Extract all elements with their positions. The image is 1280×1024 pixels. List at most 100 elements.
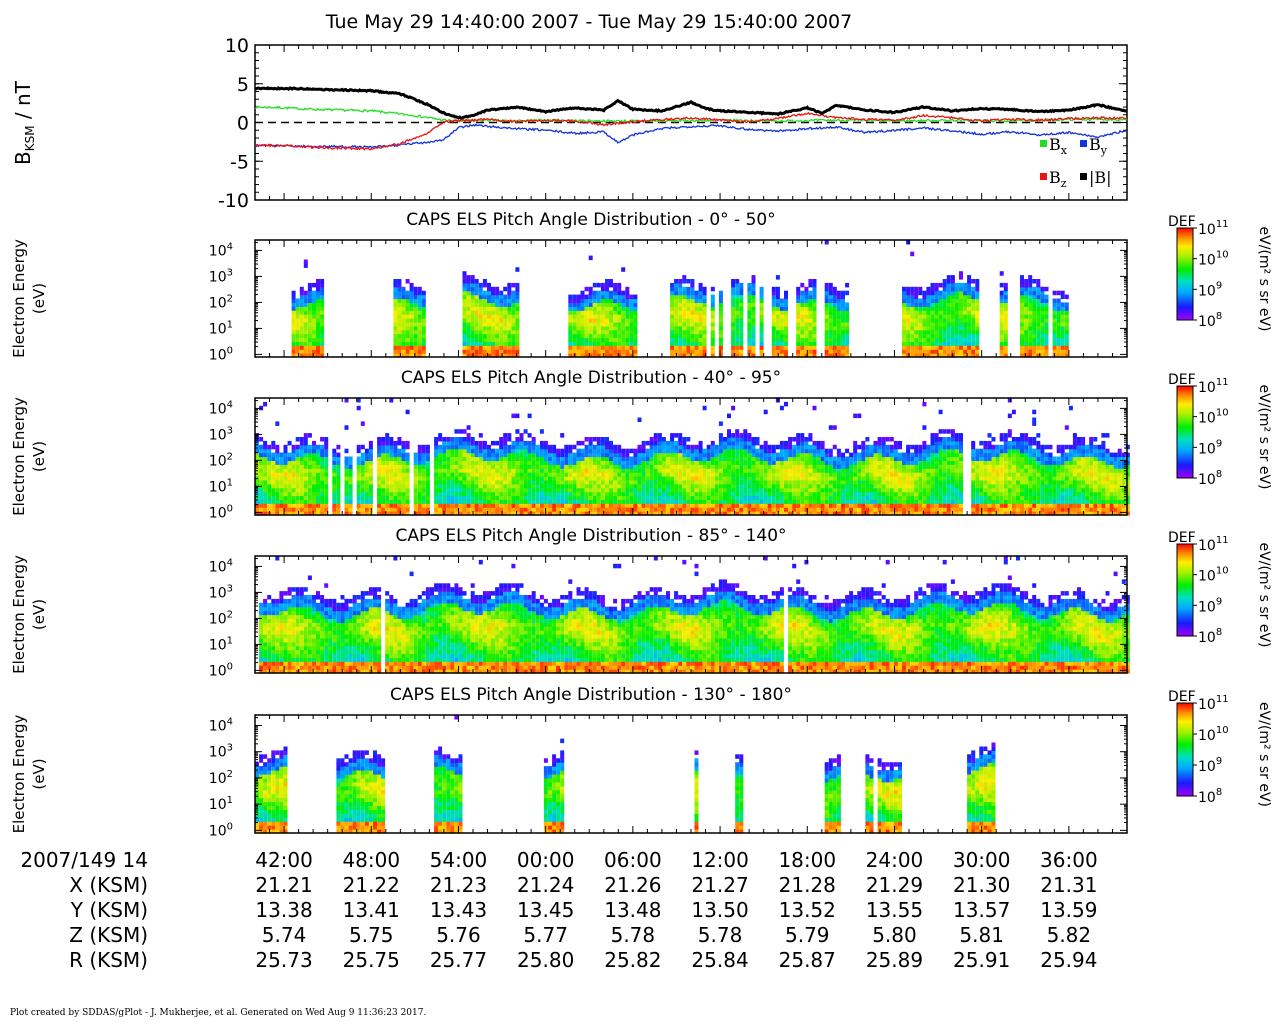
heatmap-cell	[1060, 333, 1065, 339]
heatmap-cell	[1020, 279, 1024, 284]
heatmap-cell	[592, 294, 597, 300]
heatmap-cell	[519, 440, 524, 446]
heatmap-cell	[812, 337, 817, 342]
heatmap-cell	[788, 491, 793, 497]
heatmap-cell	[621, 337, 626, 342]
heatmap-cell	[401, 333, 406, 339]
heatmap-cell	[275, 476, 280, 481]
heatmap-cell	[641, 483, 646, 489]
heatmap-cell	[385, 468, 390, 473]
heatmap-cell	[580, 318, 585, 323]
heatmap-cell	[291, 314, 296, 319]
heatmap-cell	[588, 437, 593, 442]
heatmap-cell	[572, 476, 577, 481]
heatmap-cell	[649, 487, 654, 493]
heatmap-cell	[466, 472, 471, 477]
heatmap-cell	[605, 444, 609, 450]
heatmap-cell	[763, 479, 768, 485]
heatmap-cell	[572, 507, 577, 512]
heatmap-cell	[625, 349, 630, 354]
heatmap-cell	[299, 472, 304, 477]
heatmap-cell	[718, 452, 723, 458]
heatmap-cell	[482, 448, 487, 454]
heatmap-cell	[759, 503, 764, 508]
heatmap-cell	[389, 491, 394, 497]
heatmap-cell	[324, 511, 329, 516]
heatmap-cell	[967, 318, 972, 323]
heatmap-cell	[804, 437, 809, 442]
heatmap-cell	[763, 448, 768, 454]
heatmap-cell	[727, 499, 731, 504]
heatmap-cell	[389, 472, 394, 477]
heatmap-cell	[413, 511, 418, 516]
heatmap-cell	[576, 479, 581, 485]
heatmap-cell	[291, 310, 296, 315]
heatmap-cell	[336, 476, 341, 481]
heatmap-cell	[605, 448, 609, 454]
heatmap-cell	[531, 499, 536, 504]
heatmap-cell	[393, 282, 398, 288]
heatmap-cell	[543, 479, 548, 485]
heatmap-cell	[963, 306, 968, 311]
heatmap-cell	[531, 503, 536, 508]
heatmap-cell	[800, 345, 805, 350]
heatmap-cell	[808, 460, 813, 465]
heatmap-cell	[275, 460, 280, 465]
heatmap-cell	[291, 329, 296, 335]
heatmap-cell	[417, 507, 422, 512]
heatmap-cell	[841, 337, 845, 342]
heatmap-cell	[600, 337, 605, 342]
heatmap-cell	[299, 468, 304, 473]
heatmap-cell	[775, 318, 780, 323]
heatmap-cell	[617, 483, 622, 489]
heatmap-cell	[808, 464, 813, 469]
heatmap-cell	[670, 302, 675, 307]
heatmap-cell	[625, 310, 630, 315]
heatmap-cell	[739, 337, 744, 342]
heatmap-cell	[572, 306, 577, 311]
heatmap-cell	[303, 290, 308, 296]
heatmap-cell	[1044, 306, 1049, 311]
heatmap-cell	[442, 507, 447, 512]
heatmap-cell	[316, 341, 320, 346]
heatmap-cell	[763, 456, 768, 461]
heatmap-cell	[747, 452, 752, 458]
heatmap-cell	[967, 333, 972, 339]
heatmap-cell	[401, 302, 406, 307]
heatmap-cell	[723, 503, 727, 508]
heatmap-cell	[678, 452, 683, 458]
heatmap-cell	[975, 329, 980, 335]
heatmap-cell	[808, 433, 813, 438]
heatmap-cell	[621, 298, 626, 303]
heatmap-cell	[446, 495, 451, 500]
heatmap-cell	[279, 487, 284, 493]
heatmap-cell	[657, 433, 662, 438]
heatmap-cell	[397, 306, 402, 311]
heatmap-cell	[417, 460, 422, 465]
heatmap-cell	[1028, 349, 1033, 354]
heatmap-cell	[487, 487, 491, 493]
heatmap-cell	[767, 479, 772, 485]
heatmap-cell	[417, 499, 422, 504]
heatmap-cell	[845, 314, 850, 319]
heatmap-cell	[784, 499, 788, 504]
heatmap-cell	[1024, 298, 1029, 303]
heatmap-cell	[295, 329, 300, 335]
heatmap-cell	[625, 314, 630, 319]
heatmap-cell	[592, 314, 597, 319]
heatmap-cell	[356, 448, 361, 454]
heatmap-cell	[690, 499, 695, 504]
heatmap-cell	[653, 440, 658, 446]
heatmap-cell	[568, 452, 573, 458]
heatmap-cell	[499, 468, 504, 473]
heatmap-cell	[824, 337, 829, 342]
heatmap-cell	[515, 333, 520, 339]
heatmap-cell	[511, 483, 516, 489]
heatmap-cell	[828, 294, 833, 300]
heatmap-cell	[694, 294, 699, 300]
heatmap-cell	[694, 353, 699, 358]
heatmap-cell	[747, 433, 752, 438]
heatmap-cell	[267, 460, 272, 465]
heatmap-cell	[625, 329, 630, 335]
heatmap-cell	[397, 456, 402, 461]
